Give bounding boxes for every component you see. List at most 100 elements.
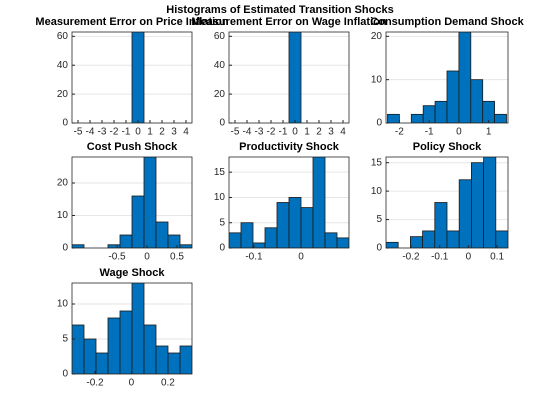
x-tick-label: 3 (328, 127, 334, 138)
bar (410, 113, 424, 123)
x-tick-label: 0.5 (170, 252, 184, 263)
bar (155, 221, 169, 248)
x-tick-label: 0.1 (490, 252, 504, 263)
subplot-title: Measurement Error on Price Inflation (35, 16, 228, 28)
bar (83, 338, 97, 374)
bar (446, 230, 460, 248)
subplot-title: Policy Shock (413, 141, 482, 153)
y-tick-label: 10 (57, 210, 69, 221)
x-tick-label: 0 (298, 252, 304, 263)
bar (119, 234, 133, 248)
x-tick-label: 3 (171, 127, 177, 138)
y-tick-label: 20 (371, 31, 383, 42)
bar (252, 242, 266, 248)
y-tick-label: 20 (57, 89, 69, 100)
bar (434, 202, 448, 248)
bar (312, 157, 326, 248)
x-tick-label: -2 (267, 127, 276, 138)
y-tick-label: 15 (371, 157, 383, 168)
bar (324, 232, 338, 248)
axes-box (228, 156, 350, 249)
bar (276, 202, 290, 248)
bar (458, 32, 472, 123)
x-tick-label: 4 (183, 127, 189, 138)
bar (179, 345, 192, 374)
x-tick-label: -2 (395, 127, 404, 138)
subplot: 0 5 10 15 -0.1 0 Productivity Shock (214, 141, 350, 263)
x-tick-label: -1 (122, 127, 131, 138)
axes-box (71, 31, 193, 124)
bar (470, 162, 484, 248)
bars (387, 32, 507, 123)
bar (458, 179, 472, 248)
bar (240, 222, 254, 248)
y-tick-label: 5 (376, 214, 382, 225)
y-tick-label: 40 (214, 60, 226, 71)
bar (107, 317, 121, 374)
x-tick-label: -1 (279, 127, 288, 138)
y-tick-label: 0 (62, 369, 68, 380)
bar (336, 237, 349, 248)
subplot-title: Productivity Shock (239, 141, 340, 153)
x-tick-label: 0 (292, 127, 298, 138)
x-tick-label: 1 (486, 127, 492, 138)
subplot-title: Wage Shock (100, 267, 166, 279)
x-tick-label: 0 (144, 252, 150, 263)
y-tick-label: 5 (62, 334, 68, 345)
y-tick-label: 0 (376, 118, 382, 129)
axes-box (228, 31, 350, 124)
subplot: 0 5 10 15 -0.2 -0.1 0 0.1 Policy Shock (371, 141, 509, 263)
y-tick-label: 0 (62, 243, 68, 254)
subplot: 0 10 20 -0.5 0 0.5 Cost Push Shock (57, 141, 193, 263)
bars (386, 157, 508, 248)
x-tick-label: 4 (340, 127, 346, 138)
bars (72, 157, 192, 248)
x-tick-label: 1 (147, 127, 153, 138)
bar (386, 241, 399, 248)
y-tick-label: 60 (214, 31, 226, 42)
x-tick-label: -2 (110, 127, 119, 138)
x-tick-label: -0.5 (108, 252, 126, 263)
bar (131, 195, 145, 248)
y-tick-label: 5 (219, 217, 225, 228)
y-tick-label: 10 (214, 192, 226, 203)
x-tick-label: -0.2 (402, 252, 420, 263)
bar (288, 32, 302, 123)
bar (143, 324, 157, 374)
bar (72, 244, 85, 248)
bar (288, 197, 302, 248)
y-tick-label: 0 (376, 243, 382, 254)
axes-box (385, 31, 509, 124)
bar (409, 236, 423, 248)
bar (434, 100, 448, 123)
bar (446, 70, 460, 123)
bar (494, 113, 507, 123)
bar (387, 113, 400, 123)
bars (72, 283, 192, 374)
y-tick-label: 0 (219, 118, 225, 129)
x-tick-label: -4 (243, 127, 252, 138)
bar (483, 157, 497, 248)
y-tick-label: 20 (57, 178, 69, 189)
bar (95, 352, 109, 374)
y-tick-label: 0 (219, 243, 225, 254)
y-tick-label: 40 (57, 60, 69, 71)
bar (229, 232, 242, 248)
y-tick-label: 15 (214, 167, 226, 178)
bar (119, 310, 133, 374)
bar (143, 157, 157, 248)
bar (264, 227, 278, 248)
y-tick-label: 10 (371, 186, 383, 197)
bar (72, 324, 85, 374)
x-tick-label: 2 (159, 127, 165, 138)
axes-box (71, 156, 193, 249)
y-tick-label: 10 (57, 299, 69, 310)
x-tick-label: -1 (425, 127, 434, 138)
bar (482, 100, 496, 123)
bar (131, 32, 145, 123)
bar (107, 244, 121, 248)
x-tick-label: -3 (98, 127, 107, 138)
axes-box (385, 156, 509, 249)
